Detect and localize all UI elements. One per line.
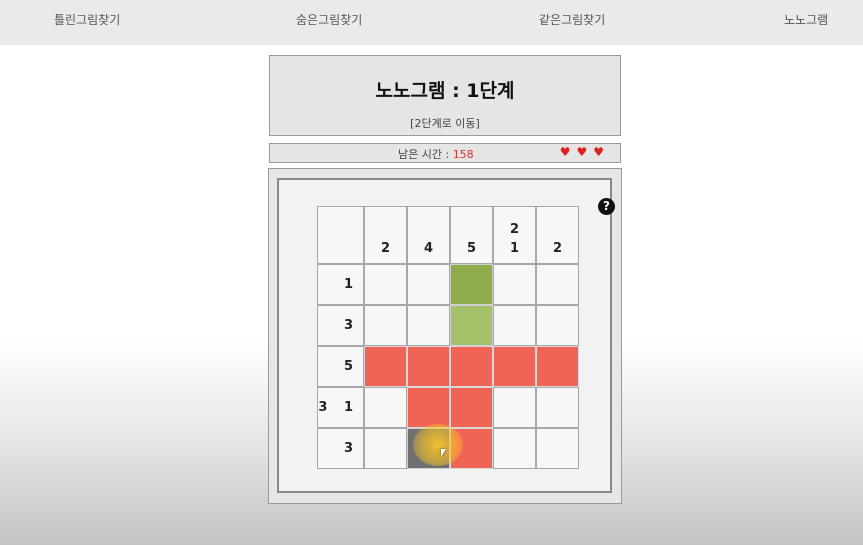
column-clue: 4 [407, 206, 450, 264]
grid-cell[interactable] [450, 428, 493, 469]
timer-value: 158 [452, 148, 474, 161]
column-clue-number: 2 [380, 241, 391, 256]
grid-cell[interactable] [536, 305, 579, 346]
level-header: 노노그램 : 1단계 [2단계로 이동] [269, 55, 621, 136]
column-clue-number: 2 [509, 222, 520, 237]
grid-cell[interactable] [407, 346, 450, 387]
lives-hearts-icon: ♥♥♥ [559, 145, 610, 159]
grid-cell[interactable] [450, 305, 493, 346]
nav-hidden-picture[interactable]: 숨은그림찾기 [296, 13, 363, 27]
grid-cell[interactable] [493, 305, 536, 346]
column-clue-number: 2 [552, 241, 563, 256]
grid-cell[interactable] [493, 387, 536, 428]
top-nav: 틀린그림찾기 숨은그림찾기 같은그림찾기 노노그램 [0, 0, 863, 45]
grid-cell[interactable] [450, 264, 493, 305]
mouse-pointer-icon [441, 449, 446, 457]
grid-cell[interactable] [450, 346, 493, 387]
grid-cell[interactable] [364, 305, 407, 346]
grid-cell[interactable] [364, 428, 407, 469]
column-clue: 2 [536, 206, 579, 264]
grid-cell[interactable] [493, 428, 536, 469]
timer-readout: 남은 시간 : 158 [398, 146, 474, 162]
help-icon[interactable]: ? [598, 198, 615, 215]
row-clue: 3 1 [317, 387, 364, 428]
grid-cell[interactable] [493, 264, 536, 305]
column-clue: 5 [450, 206, 493, 264]
grid-cell[interactable] [407, 305, 450, 346]
grid-cell[interactable] [493, 346, 536, 387]
nav-spot-the-difference[interactable]: 틀린그림찾기 [54, 13, 121, 27]
grid-cell[interactable] [364, 346, 407, 387]
column-clue-number: 4 [423, 241, 434, 256]
grid-cell[interactable] [536, 387, 579, 428]
grid-cell[interactable] [364, 264, 407, 305]
grid-cell[interactable] [364, 387, 407, 428]
timer-label: 남은 시간 : [398, 148, 453, 161]
column-clue-number: 5 [466, 241, 477, 256]
row-clue: 3 [317, 428, 364, 469]
column-clue: 2 [364, 206, 407, 264]
nav-same-picture[interactable]: 같은그림찾기 [539, 13, 606, 27]
row-clue: 5 [317, 346, 364, 387]
grid-cell[interactable] [450, 387, 493, 428]
grid-corner [317, 206, 364, 264]
column-clue-number: 1 [509, 241, 520, 256]
page-title: 노노그램 : 1단계 [375, 80, 515, 102]
grid-cell[interactable] [407, 387, 450, 428]
grid-cell[interactable] [407, 264, 450, 305]
row-clue: 1 [317, 264, 364, 305]
grid-cell[interactable] [536, 428, 579, 469]
nav-nonogram[interactable]: 노노그램 [784, 13, 829, 27]
row-clue: 3 [317, 305, 364, 346]
grid-cell[interactable] [536, 346, 579, 387]
grid-cell[interactable] [536, 264, 579, 305]
status-bar: 남은 시간 : 158 ♥♥♥ [269, 143, 621, 163]
next-level-link[interactable]: [2단계로 이동] [410, 117, 480, 130]
